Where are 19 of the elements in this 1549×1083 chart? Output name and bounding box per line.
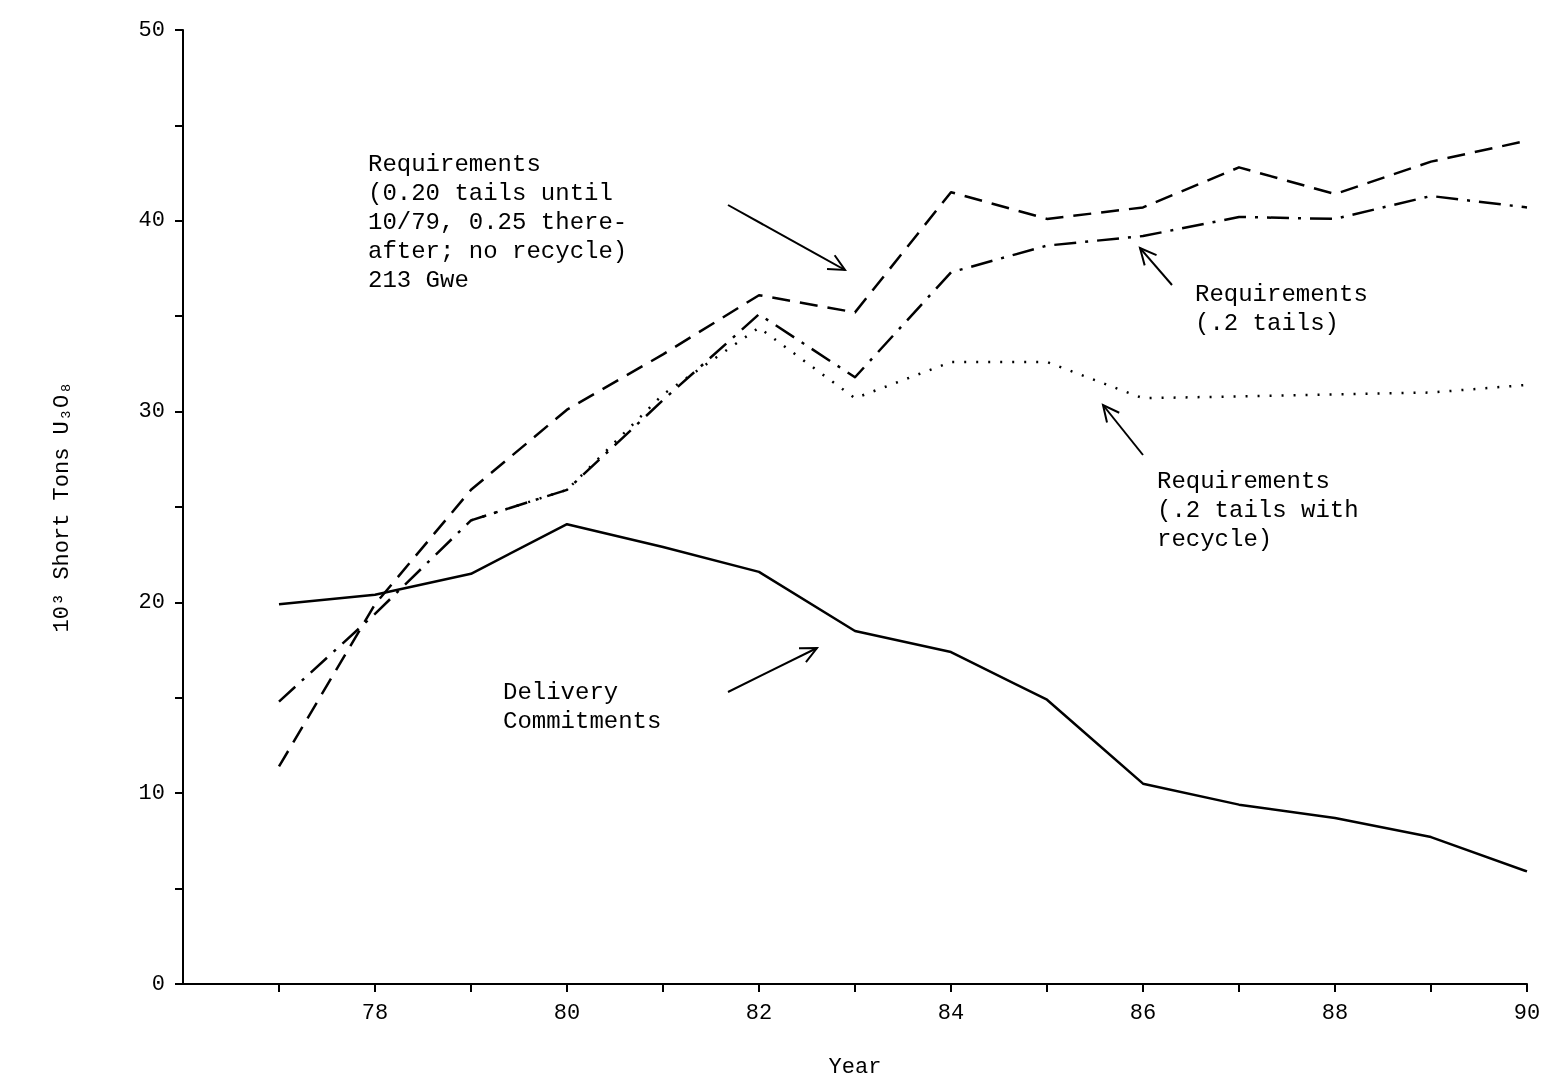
y-tick-label: 30	[138, 399, 165, 425]
x-tick-label: 84	[937, 1000, 965, 1026]
annotation: Requirements (.2 tails)	[1195, 281, 1368, 337]
y-axis-title: 10³ Short Tons U₃O₈	[49, 381, 75, 633]
x-axis-title: Year	[828, 1054, 882, 1080]
y-tick-label: 20	[138, 589, 165, 615]
annotation: Requirements (.2 tails with recycle)	[1157, 468, 1359, 553]
y-tick-label: 0	[151, 971, 165, 997]
x-tick-label: 90	[1513, 1000, 1541, 1026]
y-tick-label: 10	[138, 780, 165, 806]
x-tick-label: 86	[1129, 1000, 1157, 1026]
y-tick-label: 50	[138, 17, 165, 43]
annotation: Requirements (0.20 tails until 10/79, 0.25 there- after; no recycle) 213 Gwe	[368, 151, 628, 294]
y-tick-label: 40	[138, 208, 165, 234]
x-tick-label: 82	[745, 1000, 773, 1026]
x-tick-label: 80	[553, 1000, 581, 1026]
x-tick-label: 78	[361, 1000, 389, 1026]
x-tick-label: 88	[1321, 1000, 1349, 1026]
annotation: Delivery Commitments	[503, 679, 662, 735]
